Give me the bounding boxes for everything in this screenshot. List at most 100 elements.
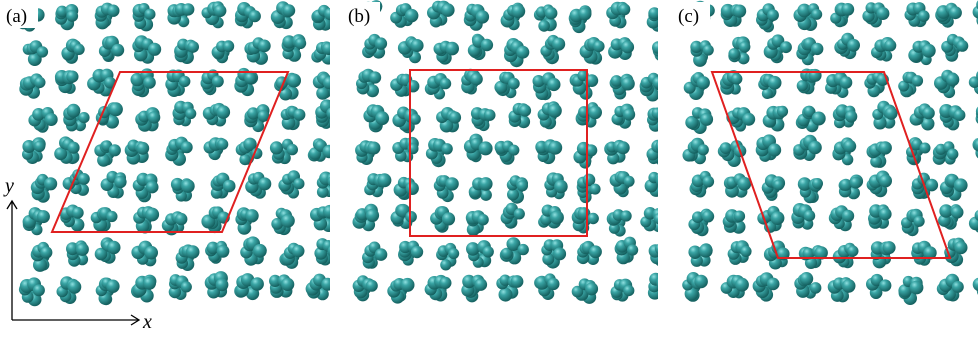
atom	[660, 148, 671, 159]
atom	[499, 288, 513, 302]
atom	[45, 113, 58, 126]
molecule	[468, 34, 493, 60]
molecule	[131, 241, 158, 267]
molecule	[721, 4, 747, 27]
molecule	[201, 69, 224, 95]
atom	[148, 43, 161, 56]
atom	[666, 42, 678, 54]
molecule	[611, 279, 635, 302]
atom	[841, 3, 854, 16]
atom	[107, 241, 120, 254]
molecule	[830, 3, 854, 28]
atom	[550, 211, 564, 225]
atom	[922, 107, 934, 119]
atom	[511, 275, 524, 288]
atom	[656, 276, 670, 290]
atom	[552, 38, 565, 51]
molecule	[834, 33, 860, 59]
molecule	[908, 40, 935, 65]
molecule	[55, 70, 79, 94]
molecule	[938, 204, 963, 230]
molecule	[832, 137, 856, 165]
molecule	[390, 3, 418, 28]
molecule	[364, 173, 391, 197]
atom	[114, 176, 126, 188]
molecule	[906, 137, 931, 165]
molecule	[278, 170, 304, 198]
atom	[179, 76, 190, 87]
atom	[850, 177, 862, 189]
atom	[773, 179, 784, 190]
atom	[321, 278, 334, 291]
atom	[319, 172, 333, 186]
atom	[475, 278, 488, 291]
molecule	[60, 205, 85, 232]
atom	[842, 210, 854, 222]
molecule	[212, 40, 235, 63]
atom	[910, 281, 924, 295]
atom	[369, 71, 381, 83]
molecule	[19, 73, 45, 98]
atom	[466, 242, 480, 256]
molecule	[652, 38, 678, 62]
molecule	[66, 240, 89, 266]
molecule	[392, 107, 420, 134]
atom	[518, 244, 529, 255]
atom	[649, 244, 662, 257]
atom	[554, 180, 568, 194]
atom	[797, 80, 808, 91]
atom	[449, 111, 461, 123]
atom	[67, 104, 81, 118]
molecule	[728, 36, 750, 64]
atom	[322, 42, 335, 55]
molecule	[534, 273, 559, 300]
molecule	[577, 241, 602, 265]
molecule	[63, 104, 89, 132]
molecule	[464, 4, 489, 31]
atom	[439, 277, 451, 289]
molecule	[201, 206, 229, 233]
atom	[76, 243, 89, 256]
molecule	[828, 277, 856, 302]
atom	[407, 80, 419, 92]
molecule	[758, 74, 781, 99]
atom	[954, 109, 966, 121]
molecule	[31, 174, 57, 203]
atom	[657, 275, 670, 288]
atom	[323, 76, 336, 89]
molecule	[868, 204, 892, 229]
molecule	[132, 35, 161, 64]
molecule	[682, 272, 708, 302]
molecule	[311, 5, 336, 31]
atom	[44, 177, 57, 190]
atom	[589, 245, 602, 258]
atom	[545, 7, 558, 20]
atom	[780, 41, 792, 53]
atom	[654, 213, 666, 225]
molecule	[867, 171, 892, 198]
atom	[842, 279, 856, 293]
figure: (a) (b) (c) y x	[0, 0, 978, 337]
molecule	[240, 236, 267, 265]
molecule	[721, 275, 749, 299]
atom	[34, 141, 45, 152]
molecule	[535, 139, 562, 164]
atom	[883, 241, 896, 254]
molecule	[504, 38, 529, 67]
atom	[249, 10, 261, 22]
atom	[733, 5, 746, 18]
molecule	[95, 3, 120, 30]
atom	[72, 207, 84, 219]
molecule	[756, 3, 779, 32]
molecule	[718, 140, 747, 167]
atom	[703, 176, 715, 188]
atom	[292, 245, 305, 258]
atom	[281, 214, 295, 228]
molecule	[28, 107, 57, 133]
atom	[217, 105, 231, 119]
atom	[245, 72, 257, 84]
atom	[223, 41, 234, 52]
molecule	[205, 241, 229, 264]
molecule	[131, 275, 156, 303]
atom	[212, 75, 224, 87]
